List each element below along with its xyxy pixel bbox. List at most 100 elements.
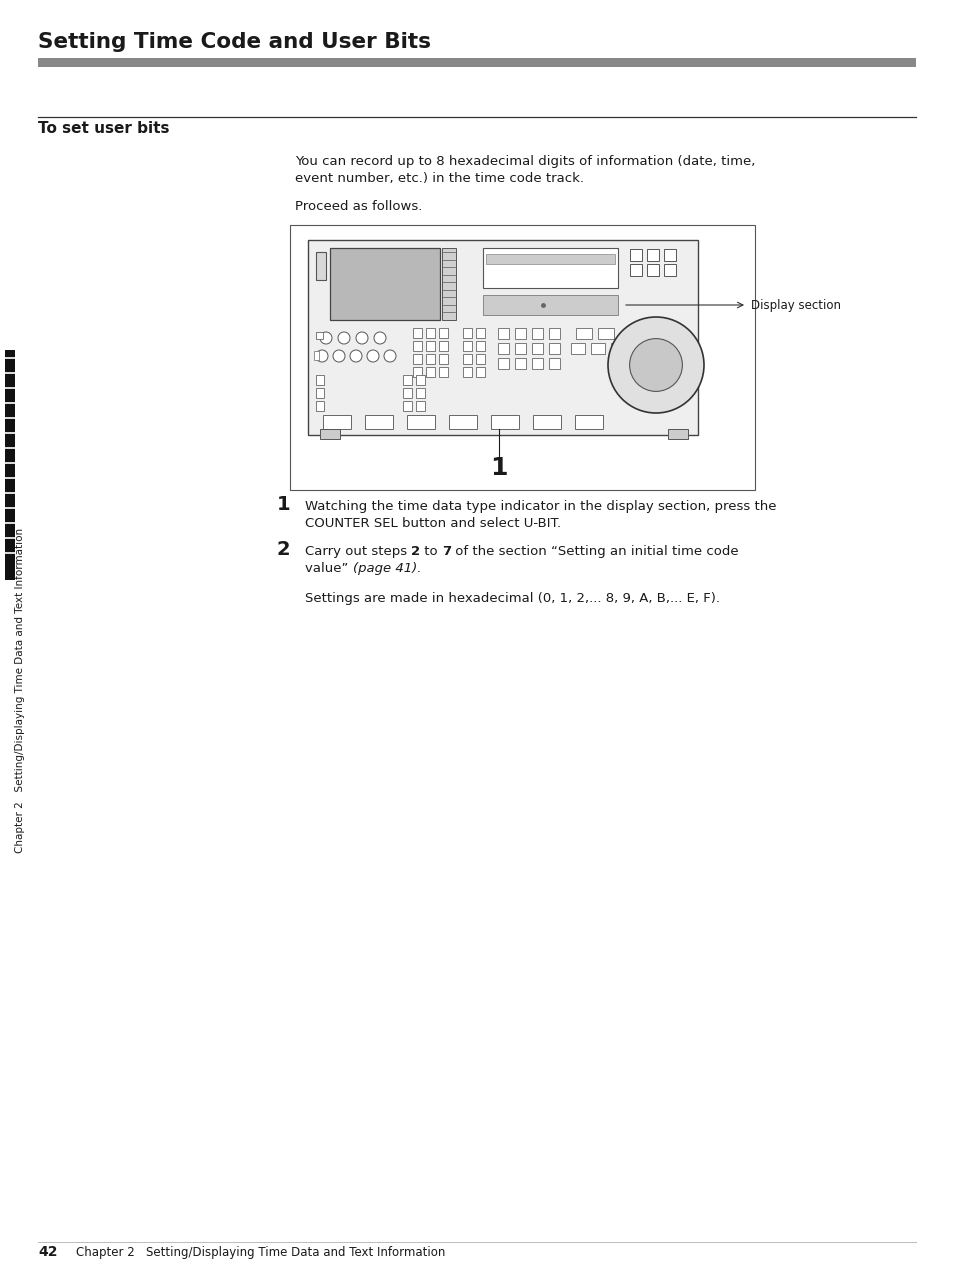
Circle shape: [367, 350, 378, 362]
Bar: [646, 248, 659, 261]
Bar: [426, 354, 435, 364]
Bar: [491, 415, 518, 429]
Bar: [515, 358, 525, 369]
Bar: [402, 389, 412, 397]
Bar: [497, 327, 509, 339]
Bar: [416, 389, 424, 397]
Bar: [663, 264, 676, 276]
Bar: [314, 352, 318, 361]
Bar: [533, 415, 560, 429]
Bar: [438, 354, 448, 364]
Bar: [315, 252, 326, 280]
Bar: [610, 343, 624, 354]
Bar: [38, 59, 915, 68]
Bar: [426, 341, 435, 352]
Bar: [413, 367, 421, 377]
Bar: [308, 240, 698, 434]
Bar: [548, 343, 559, 354]
Bar: [330, 248, 439, 320]
Text: Display section: Display section: [750, 298, 841, 312]
Bar: [598, 327, 614, 339]
Bar: [476, 367, 484, 377]
Bar: [462, 367, 472, 377]
Text: 2: 2: [411, 545, 420, 558]
Bar: [407, 415, 435, 429]
Bar: [441, 248, 456, 320]
Bar: [462, 354, 472, 364]
Bar: [497, 358, 509, 369]
Circle shape: [607, 317, 703, 413]
Bar: [438, 341, 448, 352]
Circle shape: [355, 333, 368, 344]
Text: COUNTER SEL button and select U-BIT.: COUNTER SEL button and select U-BIT.: [305, 517, 560, 530]
Bar: [482, 248, 618, 288]
Bar: [476, 354, 484, 364]
Bar: [590, 343, 604, 354]
Bar: [532, 358, 542, 369]
Bar: [449, 415, 476, 429]
Bar: [315, 401, 324, 412]
Text: 7: 7: [442, 545, 451, 558]
Text: Proceed as follows.: Proceed as follows.: [294, 200, 422, 213]
Circle shape: [319, 333, 332, 344]
Text: Setting Time Code and User Bits: Setting Time Code and User Bits: [38, 32, 431, 52]
Bar: [485, 254, 615, 264]
Bar: [365, 415, 393, 429]
Bar: [629, 264, 641, 276]
Bar: [323, 415, 351, 429]
Bar: [426, 327, 435, 338]
Text: To set user bits: To set user bits: [38, 121, 170, 136]
Bar: [315, 375, 324, 385]
Bar: [575, 415, 602, 429]
Bar: [663, 248, 676, 261]
Bar: [402, 401, 412, 412]
Circle shape: [384, 350, 395, 362]
Circle shape: [333, 350, 345, 362]
Bar: [548, 358, 559, 369]
Bar: [319, 429, 339, 440]
Text: Settings are made in hexadecimal (0, 1, 2,... 8, 9, A, B,... E, F).: Settings are made in hexadecimal (0, 1, …: [305, 592, 720, 605]
Bar: [462, 327, 472, 338]
Bar: [426, 367, 435, 377]
Bar: [413, 327, 421, 338]
Text: You can record up to 8 hexadecimal digits of information (date, time,: You can record up to 8 hexadecimal digit…: [294, 155, 755, 168]
Bar: [532, 327, 542, 339]
Bar: [667, 429, 687, 440]
Bar: [413, 341, 421, 352]
Text: Chapter 2   Setting/Displaying Time Data and Text Information: Chapter 2 Setting/Displaying Time Data a…: [15, 527, 25, 852]
Bar: [416, 401, 424, 412]
Bar: [548, 327, 559, 339]
Text: Watching the time data type indicator in the display section, press the: Watching the time data type indicator in…: [305, 499, 776, 513]
Circle shape: [315, 350, 328, 362]
Text: 2: 2: [276, 540, 291, 559]
Bar: [402, 375, 412, 385]
Bar: [629, 248, 641, 261]
Circle shape: [374, 333, 386, 344]
Bar: [497, 343, 509, 354]
Bar: [476, 327, 484, 338]
Bar: [532, 343, 542, 354]
Text: to: to: [420, 545, 442, 558]
Text: 1: 1: [276, 496, 291, 513]
Text: Chapter 2   Setting/Displaying Time Data and Text Information: Chapter 2 Setting/Displaying Time Data a…: [76, 1246, 445, 1259]
Bar: [646, 264, 659, 276]
Bar: [576, 327, 592, 339]
Bar: [476, 341, 484, 352]
Text: Carry out steps: Carry out steps: [305, 545, 411, 558]
Bar: [416, 375, 424, 385]
Text: 1: 1: [490, 456, 507, 480]
Text: value”: value”: [305, 562, 353, 575]
Text: (page 41).: (page 41).: [353, 562, 420, 575]
Bar: [290, 225, 754, 490]
Bar: [315, 389, 324, 397]
Bar: [438, 327, 448, 338]
Bar: [413, 354, 421, 364]
Bar: [571, 343, 584, 354]
Bar: [315, 333, 323, 339]
Bar: [482, 296, 618, 315]
Bar: [462, 341, 472, 352]
Text: 42: 42: [38, 1245, 57, 1259]
Bar: [438, 367, 448, 377]
Circle shape: [629, 339, 681, 391]
Bar: [515, 343, 525, 354]
